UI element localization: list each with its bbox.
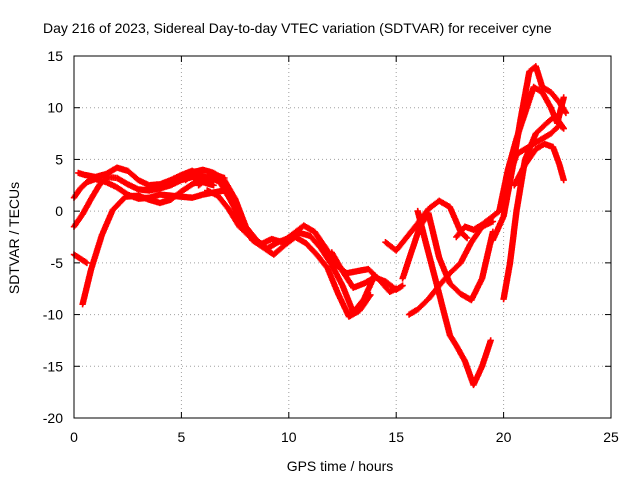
x-tick-label: 0 xyxy=(70,429,78,445)
chart-title: Day 216 of 2023, Sidereal Day-to-day VTE… xyxy=(43,20,552,36)
y-tick-label: 0 xyxy=(55,203,63,219)
x-axis-label: GPS time / hours xyxy=(287,458,394,474)
x-tick-label: 25 xyxy=(603,429,619,445)
series-track-5 xyxy=(79,170,228,308)
y-tick-label: 15 xyxy=(47,48,63,64)
data-point-markers xyxy=(414,207,494,389)
x-tick-label: 20 xyxy=(496,429,512,445)
y-tick-label: 5 xyxy=(55,151,63,167)
data-points xyxy=(70,63,570,389)
x-tick-label: 5 xyxy=(178,429,186,445)
y-tick-label: 10 xyxy=(47,100,63,116)
y-tick-label: -20 xyxy=(43,410,63,426)
y-tick-label: -5 xyxy=(51,255,64,271)
y-tick-label: -15 xyxy=(43,358,63,374)
grid xyxy=(74,56,611,418)
x-tick-label: 15 xyxy=(388,429,404,445)
data-point-markers xyxy=(79,170,228,308)
y-tick-label: -10 xyxy=(43,307,63,323)
series-track-13 xyxy=(414,207,494,389)
data-point-markers xyxy=(500,112,567,303)
series-track-18 xyxy=(500,112,567,303)
y-axis-label: SDTVAR / TECUs xyxy=(6,182,22,294)
x-tick-label: 10 xyxy=(281,429,297,445)
ticks: 0 5 10 15 20 25 -20 -15 -10 -5 0 5 10 15 xyxy=(43,48,619,445)
series-track-9 xyxy=(328,249,406,293)
plot-frame xyxy=(73,55,612,419)
data-point-markers xyxy=(328,249,406,293)
